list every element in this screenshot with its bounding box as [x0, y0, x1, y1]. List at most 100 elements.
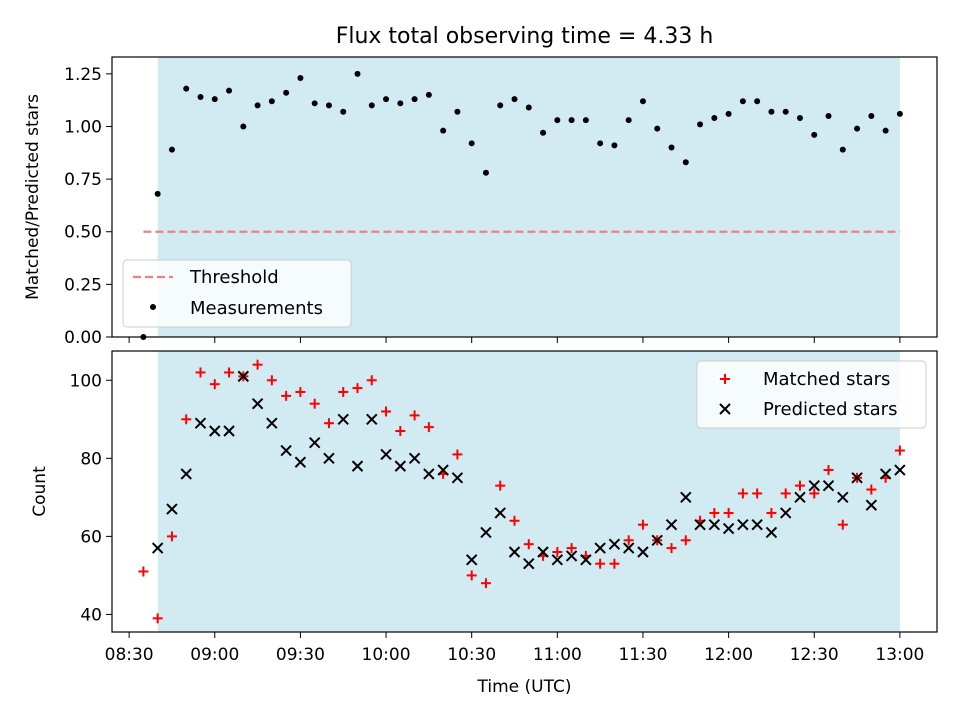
x-tick-label: 10:00 [362, 645, 411, 665]
measurement-point [254, 102, 261, 109]
marker-stroke [465, 554, 478, 566]
measurement-point [354, 70, 361, 77]
predicted-point [808, 479, 820, 492]
matched-point [338, 386, 349, 397]
x-tick-label: 09:30 [276, 645, 325, 665]
marker-stroke [494, 507, 506, 519]
matched-point [709, 507, 720, 518]
matched-point [780, 488, 791, 499]
predicted-point [608, 538, 621, 550]
legend-predicted-label: Predicted stars [763, 399, 897, 420]
marker-stroke [408, 452, 421, 465]
predicted-point [494, 507, 506, 519]
chart-title: Flux total observing time = 4.33 h [336, 24, 714, 49]
measurement-point [525, 104, 532, 111]
measurement-point [183, 85, 190, 92]
predicted-point [822, 479, 835, 492]
measurement-point [283, 89, 290, 96]
predicted-point [280, 444, 292, 457]
measurement-point [754, 98, 761, 105]
matched-point [680, 535, 691, 546]
measurement-point [654, 125, 661, 132]
marker-stroke [380, 448, 392, 461]
matched-point [195, 367, 206, 378]
predicted-point [451, 472, 464, 484]
measurement-point [454, 108, 461, 115]
matched-point [823, 465, 834, 476]
measurement-point [639, 98, 646, 105]
x-axis-label: Time (UTC) [477, 677, 572, 697]
measurement-point [611, 142, 618, 149]
legend-predicted-swatch [719, 403, 731, 415]
measurement-point [211, 96, 218, 103]
x-tick-label: 10:30 [447, 645, 496, 665]
predicted-point [737, 518, 749, 531]
marker-stroke [266, 417, 278, 429]
predicted-point [580, 554, 592, 566]
matched-point [623, 535, 634, 546]
matched-point [409, 410, 420, 421]
x-tick-label: 12:00 [704, 645, 753, 665]
matched-point [609, 558, 620, 569]
legend-box [696, 360, 927, 429]
matched-point [495, 480, 506, 491]
measurement-point [540, 129, 547, 136]
matched-point [209, 379, 220, 390]
measurement-point [568, 117, 575, 124]
marker-stroke [851, 472, 863, 484]
matched-point [381, 406, 392, 417]
predicted-point [651, 534, 663, 546]
matched-point [295, 386, 306, 397]
predicted-point [166, 503, 178, 515]
matched-point [737, 488, 748, 499]
marker-stroke [223, 425, 235, 437]
matched-point [466, 570, 477, 581]
measurement-point [825, 112, 832, 119]
measurement-point [582, 117, 589, 124]
predicted-point [508, 546, 521, 558]
marker-stroke [166, 503, 178, 515]
top-subplot: 0.00 0.25 0.50 0.75 1.00 1.25 Matched/Predicte… [23, 56, 938, 348]
matched-point [809, 488, 820, 499]
series-measurements [140, 70, 903, 340]
predicted-point [294, 456, 307, 468]
predicted-point [408, 452, 421, 465]
marker-stroke [237, 370, 250, 383]
marker-stroke [565, 550, 578, 562]
predicted-point [680, 491, 692, 504]
marker-stroke [894, 464, 906, 476]
legend-matched-label: Matched stars [763, 369, 890, 390]
y-axis-label: Matched/Predicted stars [23, 94, 43, 300]
predicted-point [851, 472, 863, 484]
x-tick-label: 08:30 [105, 645, 154, 665]
matched-point [181, 414, 192, 425]
marker-stroke [694, 518, 706, 531]
predicted-point [523, 557, 535, 570]
marker-stroke [622, 542, 635, 554]
marker-stroke [737, 518, 749, 531]
matched-point [794, 480, 805, 491]
matched-point [595, 558, 606, 569]
predicted-point [751, 518, 763, 531]
predicted-point [622, 542, 635, 554]
marker-stroke [180, 468, 192, 480]
measurement-point [739, 98, 746, 105]
legend-matched-swatch [720, 374, 730, 384]
measurement-point [383, 96, 390, 103]
predicted-point [765, 526, 778, 539]
y-tick-label: 0.50 [64, 223, 102, 243]
measurement-point [197, 94, 204, 100]
y-axis-label: Count [30, 466, 50, 517]
marker-stroke [508, 546, 521, 558]
marker-stroke [751, 518, 763, 531]
predicted-point [209, 425, 221, 437]
measurement-point [854, 125, 861, 132]
x-tick-label: 12:30 [790, 645, 839, 665]
matched-point [252, 359, 263, 370]
marker-stroke [722, 522, 735, 535]
matched-point [552, 546, 563, 557]
marker-stroke [594, 542, 606, 554]
predicted-point [794, 491, 806, 504]
